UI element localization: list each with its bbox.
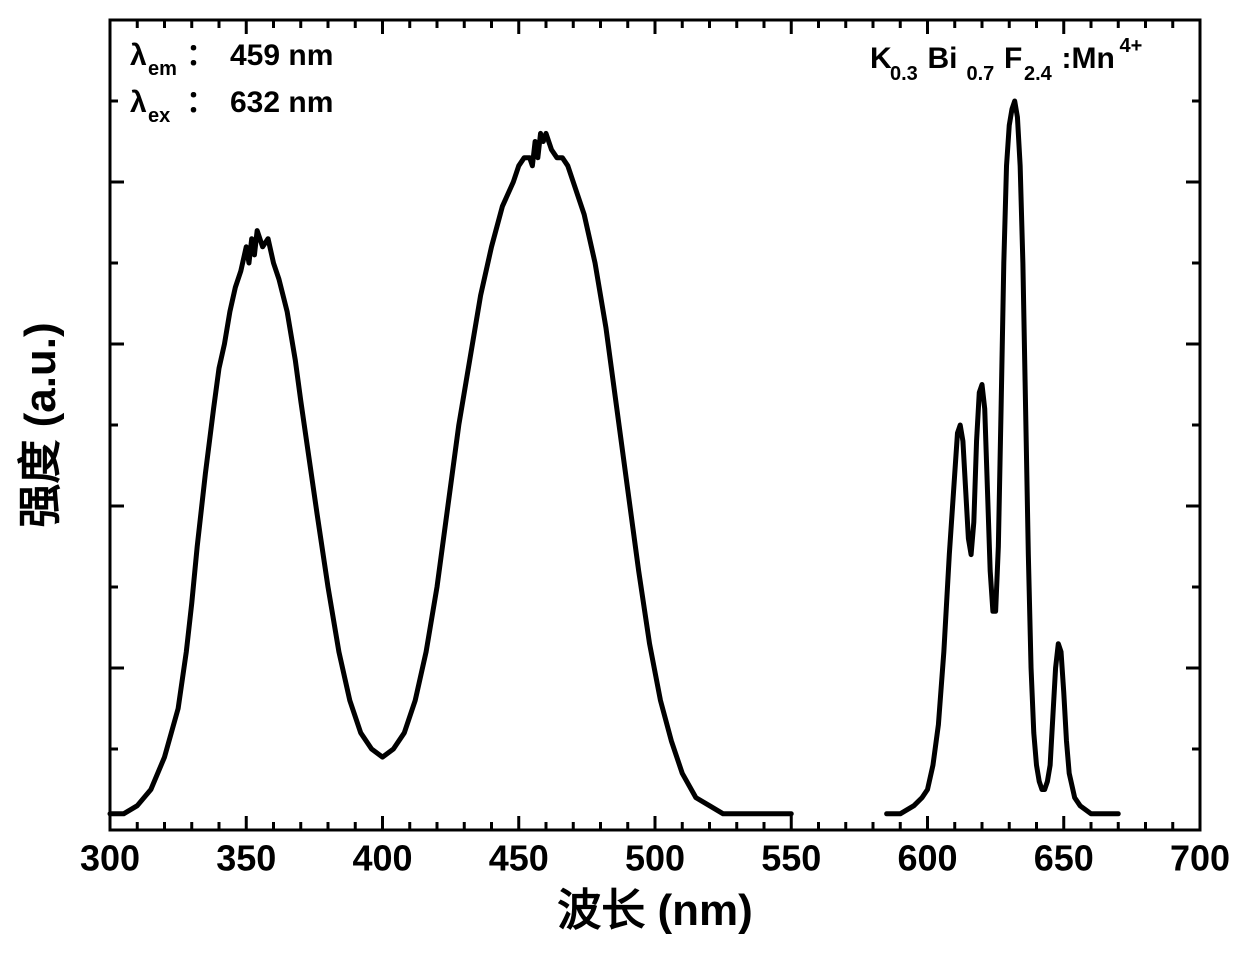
x-tick-label: 600 <box>897 837 957 878</box>
excitation-spectrum <box>110 133 791 813</box>
svg-text:K: K <box>870 42 892 75</box>
annotation-lambda-em: λem ： 459 nm <box>130 39 333 80</box>
annotation-lambda-ex-value: 632 nm <box>230 86 333 119</box>
svg-text:：: ： <box>186 86 216 119</box>
svg-text:Bi: Bi <box>928 42 958 75</box>
svg-text::Mn: :Mn <box>1062 42 1115 75</box>
y-axis-title: 强度 (a.u.) <box>16 322 65 527</box>
x-axis-title: 波长 (nm) <box>557 886 753 935</box>
svg-text:λ: λ <box>130 39 147 72</box>
spectrum-chart: 300 350 400 450 500 550 600 650 700 波长 (nm) 强度 (a.… <box>0 0 1240 967</box>
annotation-lambda-ex: λex ： 632 nm <box>130 86 333 127</box>
x-tick-label: 400 <box>352 837 412 878</box>
svg-text:em: em <box>148 58 177 80</box>
annotation-lambda-em-value: 459 nm <box>230 39 333 72</box>
svg-text:F: F <box>1004 42 1022 75</box>
x-tick-label: 350 <box>216 837 276 878</box>
svg-text:2.4: 2.4 <box>1024 63 1053 85</box>
svg-text:4+: 4+ <box>1120 35 1143 57</box>
svg-text:：: ： <box>186 39 216 72</box>
annotation-compound: K0.3 Bi 0.7 F2.4 :Mn4+ <box>870 35 1142 85</box>
svg-text:ex: ex <box>148 105 170 127</box>
x-tick-label: 500 <box>625 837 685 878</box>
x-tick-label: 450 <box>489 837 549 878</box>
x-tick-label: 550 <box>761 837 821 878</box>
svg-text:0.3: 0.3 <box>890 63 918 85</box>
emission-spectrum <box>887 101 1119 814</box>
svg-text:0.7: 0.7 <box>967 63 995 85</box>
chart-svg: 300 350 400 450 500 550 600 650 700 波长 (nm) 强度 (a.… <box>0 0 1240 967</box>
x-tick-label: 650 <box>1034 837 1094 878</box>
svg-text:λ: λ <box>130 86 147 119</box>
x-tick-label: 300 <box>80 837 140 878</box>
x-tick-label: 700 <box>1170 837 1230 878</box>
